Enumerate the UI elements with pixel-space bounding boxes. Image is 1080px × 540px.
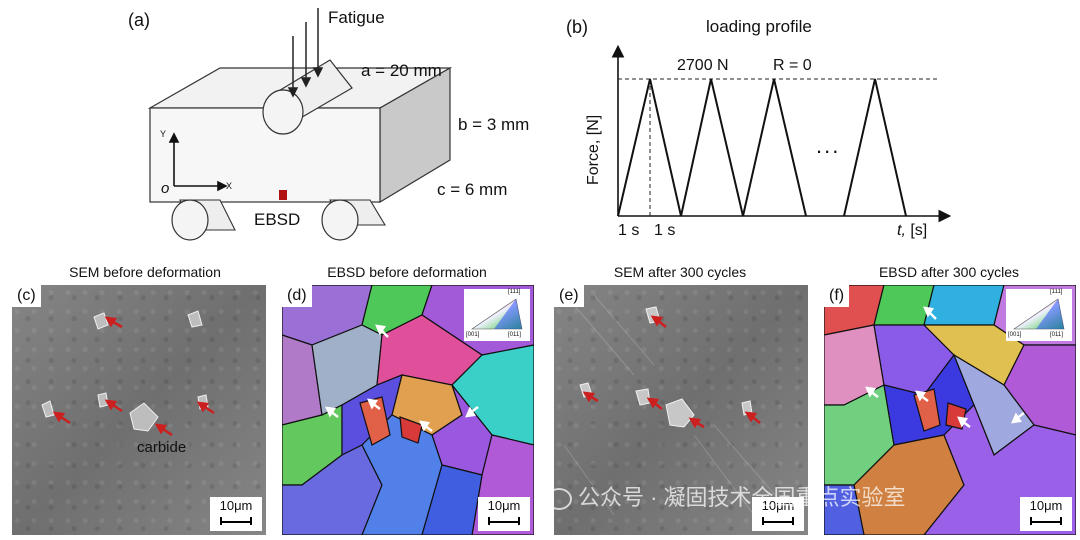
- scale-bar-e: 10μm: [752, 497, 804, 531]
- tick-fall: 1 s: [654, 222, 676, 239]
- panel-d-label: (d): [282, 285, 312, 307]
- ipf-legend-d: [111] [001] [011]: [464, 289, 530, 341]
- panel-f-ebsd-map: (f) [111] [001] [011] 10μm: [824, 285, 1076, 535]
- load-arrows: [287, 8, 324, 98]
- sem-features-e: [563, 294, 785, 516]
- loading-profile-title: loading profile: [706, 17, 812, 36]
- dimension-b: b = 3 mm: [458, 115, 530, 134]
- axis-y-label: Y: [160, 129, 167, 139]
- red-arrows-e: [582, 315, 761, 429]
- x-axis-label: t, [s]: [897, 222, 928, 239]
- fatigue-label: Fatigue: [328, 8, 385, 27]
- ellipsis: ...: [816, 133, 841, 158]
- ebsd-location-marker: [279, 190, 287, 200]
- panel-f-label: (f): [824, 285, 850, 307]
- panel-a-label: (a): [128, 10, 150, 30]
- grain-map-d: [282, 285, 534, 535]
- caption-d: EBSD before deformation: [327, 264, 487, 280]
- origin-label: o: [161, 180, 170, 197]
- grain-map-f: [824, 285, 1076, 535]
- caption-e: SEM after 300 cycles: [613, 264, 747, 280]
- panel-c-sem-image: (c) carbide 10μm: [12, 285, 266, 535]
- panel-e-label: (e): [554, 285, 584, 307]
- red-arrows: [52, 316, 215, 437]
- scale-bar-f: 10μm: [1020, 497, 1072, 531]
- ipf-label-001: [001]: [466, 332, 480, 338]
- specimen-diagram: [147, 8, 453, 241]
- panel-e-sem-image: (e) 10μm: [554, 285, 808, 535]
- watermark-text: 公众号 · 凝固技术全国重点实验室: [578, 485, 906, 510]
- panel-c-label: (c): [12, 285, 41, 307]
- loading-profile-chart: [611, 44, 952, 223]
- watermark: 公众号 · 凝固技术全国重点实验室: [546, 480, 906, 512]
- carbide-annotation: carbide: [137, 439, 187, 456]
- caption-f: EBSD after 300 cycles: [878, 264, 1020, 280]
- scale-bar-c: 10μm: [210, 497, 262, 531]
- peak-force-label: 2700 N: [677, 57, 729, 74]
- white-arrows-f: [865, 306, 1025, 428]
- load-ratio-label: R = 0: [773, 57, 812, 74]
- load-roller: [262, 59, 353, 135]
- wechat-icon: [546, 488, 572, 511]
- support-rollers: [171, 199, 386, 241]
- white-arrows-d: [325, 324, 479, 432]
- panel-d-ebsd-map: (d) [111] [001] [011] 10μm: [282, 285, 534, 535]
- y-axis-label: Force, [N]: [585, 114, 602, 185]
- dimension-a: a = 20 mm: [361, 61, 442, 80]
- ebsd-label: EBSD: [254, 210, 301, 229]
- load-cycle-last: [843, 78, 907, 217]
- ipf-label-011: [011]: [1050, 332, 1063, 338]
- panel-b-label: (b): [566, 17, 588, 37]
- ipf-label-001: [001]: [1008, 332, 1022, 338]
- ipf-label-011: [011]: [508, 332, 521, 338]
- tick-rise: 1 s: [618, 222, 640, 239]
- ipf-label-111: [111]: [508, 289, 521, 295]
- ipf-legend-f: [111] [001] [011]: [1006, 289, 1072, 341]
- coordinate-axes: [168, 132, 228, 192]
- caption-c: SEM before deformation: [69, 264, 221, 280]
- axis-x-label: X: [226, 181, 233, 191]
- ipf-label-111: [111]: [1050, 289, 1063, 295]
- scale-bar-d: 10μm: [478, 497, 530, 531]
- sem-features: [41, 310, 215, 437]
- dimension-c: c = 6 mm: [437, 180, 508, 199]
- load-cycles: [617, 78, 807, 217]
